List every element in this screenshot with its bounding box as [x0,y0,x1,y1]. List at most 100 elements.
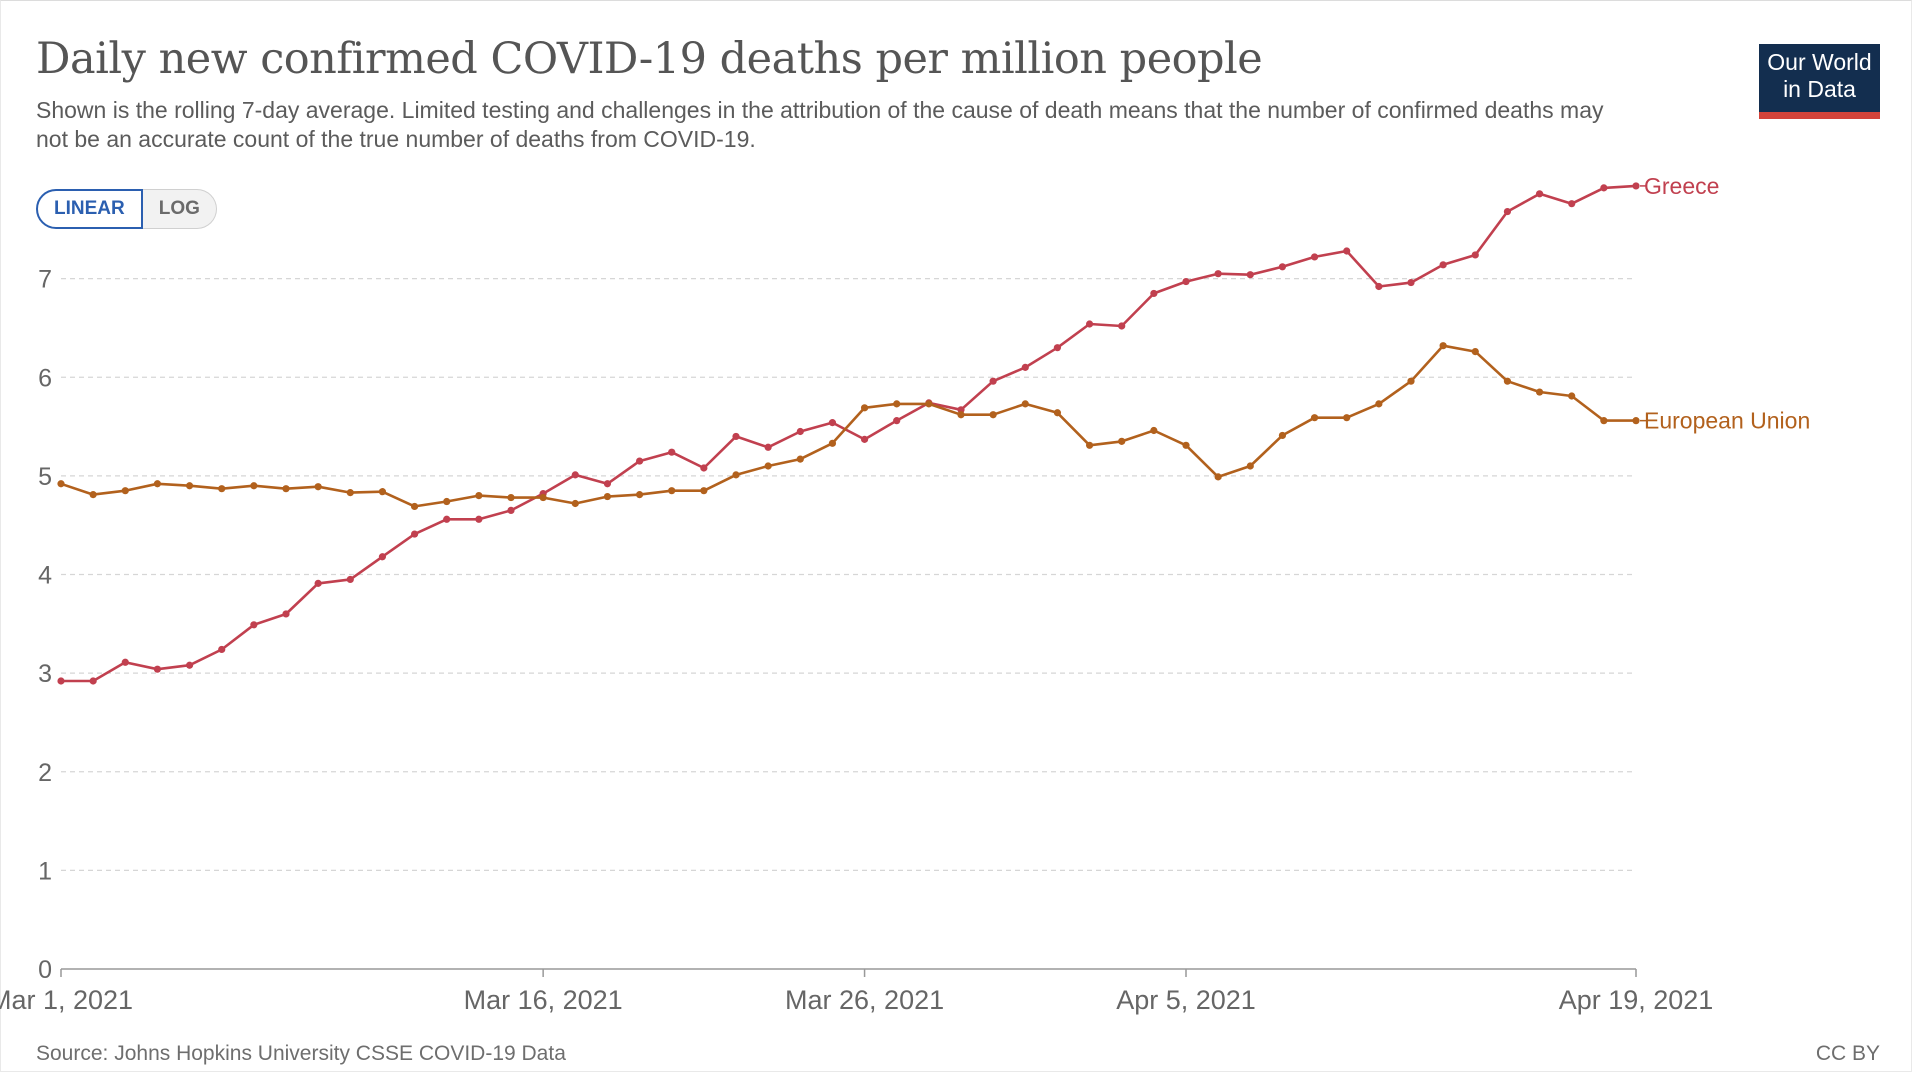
data-point-european-union [1375,400,1383,408]
data-point-european-union [314,483,322,491]
data-point-greece [668,448,676,456]
data-point-greece [1053,344,1062,352]
data-point-greece [989,377,997,385]
data-point-european-union [1085,441,1094,449]
data-point-european-union [346,489,354,497]
data-point-greece [1535,190,1544,198]
series-line-european-union [60,344,1636,508]
data-point-european-union [925,400,933,408]
data-point-greece [796,427,804,436]
data-point-european-union [989,411,997,419]
data-point-greece [1278,263,1287,271]
logo-line-1: Our World [1767,49,1872,75]
x-tick-label: Apr 19, 2021 [1559,985,1714,1015]
y-tick-label: 3 [38,660,52,688]
data-point-greece [1375,282,1383,291]
data-point-european-union [443,497,451,506]
data-point-greece [1407,278,1415,287]
data-point-european-union [1407,377,1415,385]
chart-subtitle: Shown is the rolling 7-day average. Limi… [36,97,1604,152]
data-point-european-union [700,487,708,495]
data-point-greece [1600,184,1608,192]
data-point-greece [346,575,354,584]
chart-title: Daily new confirmed COVID-19 deaths per … [36,34,1263,84]
data-point-european-union [1278,431,1287,440]
data-point-european-union [378,488,387,496]
owid-logo[interactable]: Our World in Data [1759,44,1880,119]
data-point-european-union [860,404,869,412]
series-label-european-union[interactable]: European Union [1644,408,1810,434]
data-point-european-union [1503,377,1512,385]
data-point-greece [1021,363,1029,371]
x-tick-label: Mar 16, 2021 [464,985,623,1015]
data-point-european-union [1471,348,1479,356]
data-point-greece [860,435,869,443]
y-tick-label: 0 [38,956,52,984]
data-point-greece [1632,182,1640,190]
data-point-greece [1182,277,1190,286]
data-point-greece [1471,251,1479,259]
y-tick-label: 1 [38,857,52,885]
data-point-european-union [828,439,837,447]
x-tick-label: Apr 5, 2021 [1116,985,1256,1015]
y-tick-label: 5 [38,463,52,491]
data-point-greece [700,464,708,472]
data-point-european-union [732,471,740,479]
data-point-greece [1214,270,1222,278]
data-point-greece [764,443,772,451]
data-point-european-union [410,502,419,511]
data-point-greece [1118,322,1126,330]
series-label-greece[interactable]: Greece [1644,173,1719,199]
data-point-greece [507,506,515,514]
line-chart: 0 1 2 3 4 5 6 7 Mar 1, 2021 Mar 16, 2021 Mar 26, 2… [0,173,1810,1015]
data-point-european-union [1053,409,1062,417]
series-european-union: European Union [57,342,1810,511]
data-point-greece [153,665,162,673]
logo-line-2: in Data [1783,76,1856,102]
data-point-greece [185,661,194,669]
linear-scale-button[interactable]: LINEAR [36,189,143,229]
data-point-european-union [1632,417,1640,425]
log-scale-button[interactable]: LOG [142,189,217,229]
data-point-greece [378,553,387,561]
x-tick-label: Mar 26, 2021 [785,985,944,1015]
data-point-european-union [1439,342,1447,350]
data-point-european-union [475,492,483,500]
data-point-greece [1568,200,1576,208]
data-point-greece [957,406,965,414]
data-point-greece [250,621,258,629]
data-point-greece [218,645,226,654]
data-point-greece [1439,261,1447,269]
data-point-greece [282,610,290,618]
data-point-european-union [796,455,804,463]
source-note[interactable]: Source: Johns Hopkins University CSSE CO… [36,1042,566,1065]
data-point-greece [89,677,97,685]
data-point-greece [1343,247,1351,255]
data-point-european-union [218,485,226,493]
data-point-european-union [957,411,965,419]
data-point-greece [475,515,483,523]
data-point-greece [1246,271,1254,279]
series-greece: Greece [57,173,1719,685]
data-point-european-union [153,480,162,488]
data-point-european-union [764,462,772,470]
data-point-european-union [1343,414,1351,422]
data-point-european-union [1568,392,1576,400]
data-point-greece [1503,207,1512,216]
data-point-european-union [1246,462,1254,470]
data-point-european-union [603,492,612,501]
data-point-european-union [250,482,258,490]
license-link[interactable]: CC BY [1815,1042,1880,1065]
data-point-greece [571,471,579,479]
data-point-greece [603,480,612,488]
y-tick-label: 2 [38,759,52,787]
logo-accent-bar [1759,112,1880,119]
data-point-european-union [1021,400,1029,408]
data-point-greece [893,417,901,425]
data-point-european-union [121,487,129,495]
y-tick-label: 4 [38,562,52,590]
data-point-european-union [89,491,97,499]
data-point-greece [635,457,644,465]
data-point-european-union [1118,437,1126,445]
data-point-european-union [1310,414,1319,422]
